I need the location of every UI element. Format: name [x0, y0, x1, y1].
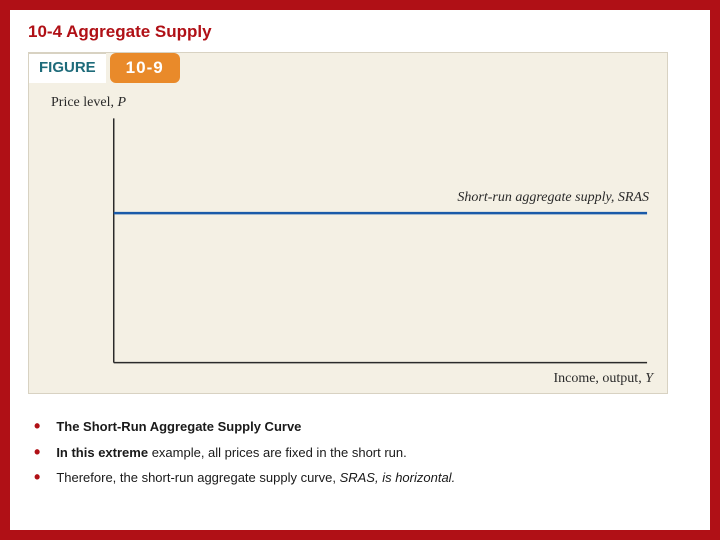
bullet-item: • Therefore, the short-run aggregate sup… [34, 469, 692, 487]
bullet-ital: SRAS, is horizontal. [340, 470, 456, 485]
bullet-list: • The Short-Run Aggregate Supply Curve •… [28, 418, 692, 487]
bullet-pre: Therefore, the short-run aggregate suppl… [56, 470, 339, 485]
bullet-text: In this extreme example, all prices are … [56, 444, 406, 462]
bullet-item: • The Short-Run Aggregate Supply Curve [34, 418, 692, 436]
section-title: 10-4 Aggregate Supply [28, 22, 692, 42]
bullet-marker-icon: • [34, 444, 40, 460]
bullet-marker-icon: • [34, 469, 40, 485]
bullet-item: • In this extreme example, all prices ar… [34, 444, 692, 462]
bullet-rest: example, all prices are fixed in the sho… [148, 445, 407, 460]
chart-area: Price level, P Income, output, Y Short-r… [29, 83, 667, 393]
chart-svg [29, 83, 667, 393]
slide-page: 10-4 Aggregate Supply FIGURE 10-9 Price … [10, 10, 710, 530]
figure-box: FIGURE 10-9 Price level, P Income, outpu… [28, 52, 668, 394]
bullet-text: The Short-Run Aggregate Supply Curve [56, 418, 301, 436]
bullet-text: Therefore, the short-run aggregate suppl… [56, 469, 455, 487]
figure-header: FIGURE 10-9 [29, 53, 667, 83]
bullet-bold: In this extreme [56, 445, 148, 460]
bullet-marker-icon: • [34, 418, 40, 434]
figure-number-badge: 10-9 [110, 53, 180, 83]
bullet-bold: The Short-Run Aggregate Supply Curve [56, 419, 301, 434]
figure-label: FIGURE [29, 53, 106, 83]
